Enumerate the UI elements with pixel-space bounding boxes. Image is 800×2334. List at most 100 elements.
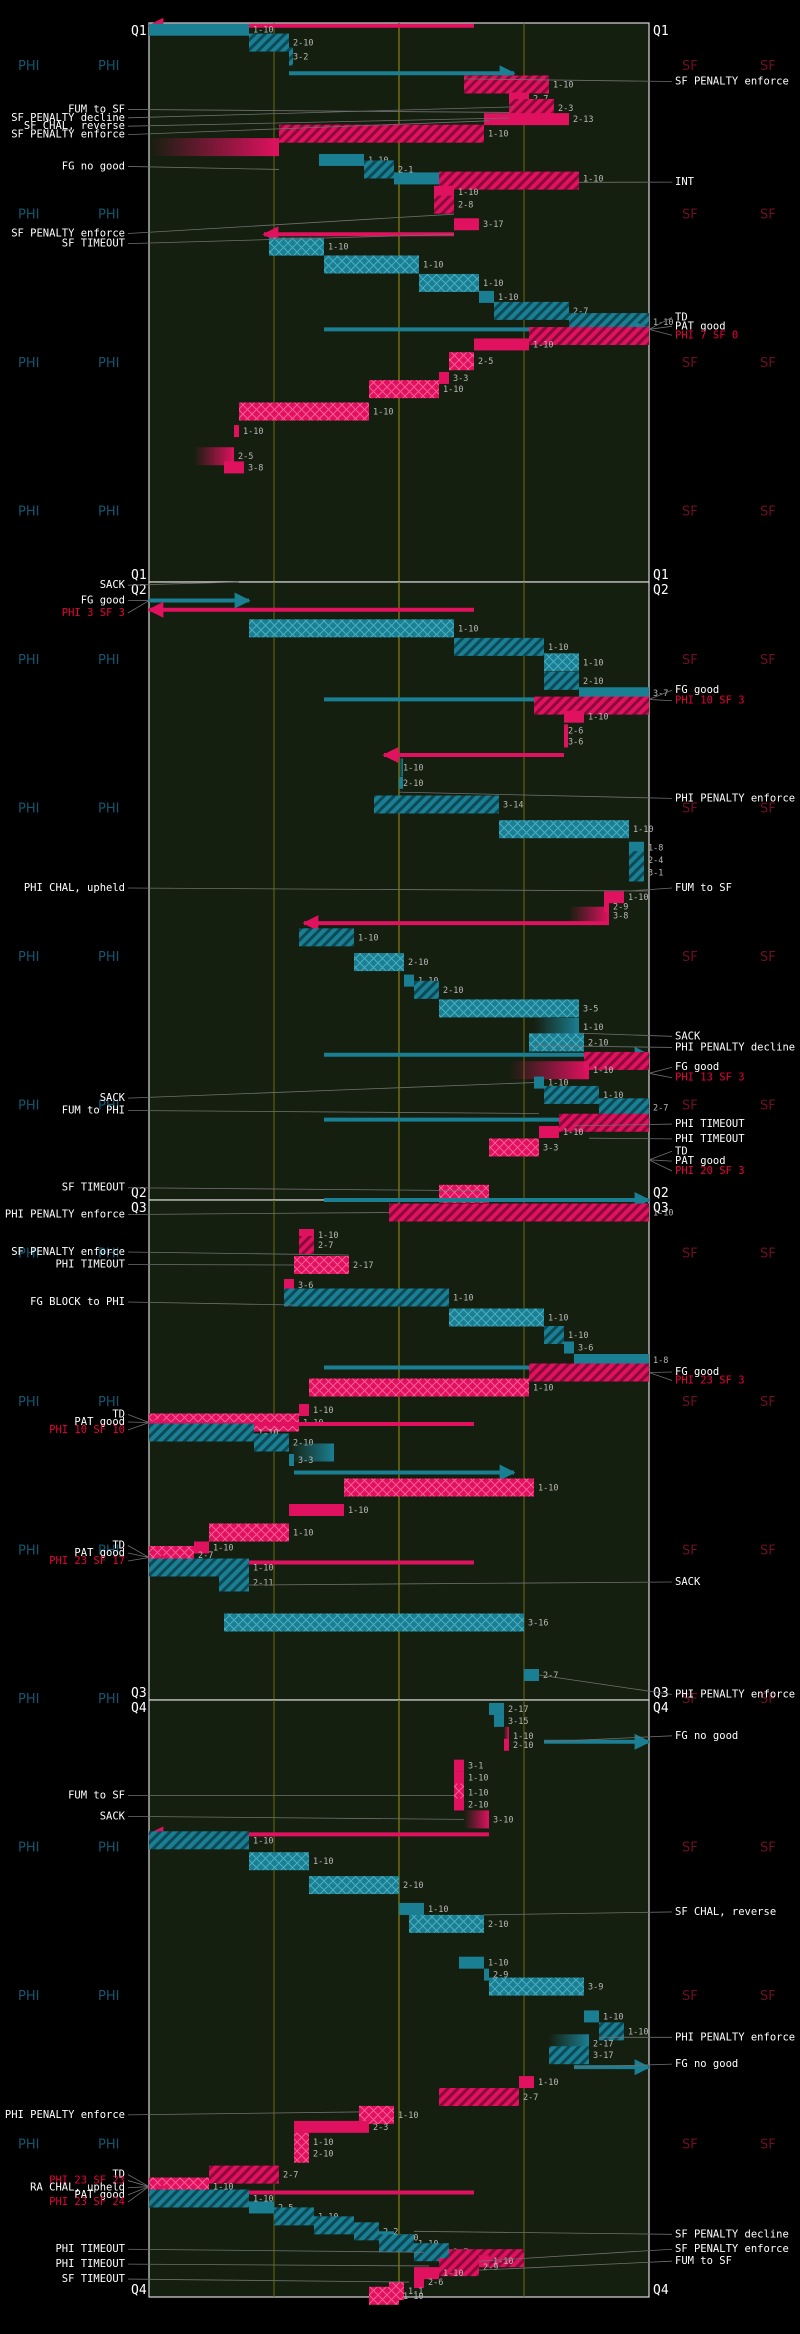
watermark-sf: SF bbox=[760, 59, 776, 74]
quarter-label-start: Q3 bbox=[653, 1201, 669, 1216]
down-distance-label: 3-3 bbox=[543, 1143, 558, 1153]
watermark-phi: PHI bbox=[18, 950, 39, 965]
play-bar bbox=[534, 1017, 579, 1036]
down-distance-label: 1-10 bbox=[403, 763, 423, 773]
play-bar bbox=[399, 758, 403, 777]
annotation-label: SF PENALTY enforce bbox=[11, 129, 125, 141]
annotation-label: PHI 7 SF 0 bbox=[675, 329, 738, 341]
play-bar bbox=[454, 637, 544, 656]
watermark-sf: SF bbox=[760, 1247, 776, 1262]
play-bar bbox=[149, 1423, 254, 1442]
down-distance-label: 1-10 bbox=[428, 1905, 448, 1915]
annotation-label: PHI TIMEOUT bbox=[55, 2243, 125, 2255]
play-bar bbox=[249, 619, 454, 638]
play-bar bbox=[289, 47, 293, 66]
play-bar bbox=[409, 1914, 484, 1933]
play-bar bbox=[564, 710, 584, 723]
play-bar bbox=[584, 2010, 599, 2023]
down-distance-label: 1-10 bbox=[458, 188, 478, 198]
play-bar bbox=[534, 1076, 544, 1089]
annotation-label: TD bbox=[675, 1145, 688, 1157]
play-bar bbox=[544, 1085, 599, 1104]
annotation-label: SF PENALTY enforce bbox=[675, 2243, 789, 2255]
play-bar bbox=[209, 2165, 279, 2184]
play-bar bbox=[559, 1113, 649, 1132]
annotation-label: FG BLOCK to PHI bbox=[30, 1296, 125, 1308]
down-distance-label: 2-10 bbox=[588, 1038, 608, 1048]
watermark-sf: SF bbox=[760, 504, 776, 519]
annotation-leader-line bbox=[127, 1552, 150, 1558]
play-bar bbox=[544, 1326, 564, 1344]
down-distance-label: 1-10 bbox=[253, 2194, 273, 2204]
play-bar bbox=[354, 953, 404, 972]
play-bar bbox=[454, 1798, 464, 1811]
down-distance-label: 1-10 bbox=[568, 1331, 588, 1341]
play-bar bbox=[194, 1541, 209, 1554]
play-bar bbox=[454, 1783, 464, 1802]
play-bar bbox=[549, 2046, 589, 2065]
down-distance-label: 1-1 bbox=[408, 2287, 423, 2297]
down-distance-label: 2-7 bbox=[653, 1103, 668, 1113]
annotation-leader-line bbox=[543, 1735, 673, 1743]
play-bar bbox=[564, 735, 568, 748]
annotation-leader-line bbox=[578, 1032, 673, 1037]
down-distance-label: 1-8 bbox=[653, 1356, 668, 1366]
play-bar bbox=[604, 900, 609, 913]
play-bar bbox=[249, 1852, 309, 1871]
annotation-label: SF CHAL, reverse bbox=[24, 120, 125, 132]
down-distance-label: 1-10 bbox=[548, 1079, 568, 1089]
annotation-label: SF TIMEOUT bbox=[62, 1182, 126, 1194]
play-bar bbox=[599, 1098, 649, 1117]
annotation-leader-line bbox=[648, 1159, 673, 1162]
watermark-phi: PHI bbox=[98, 207, 119, 222]
watermark-phi: PHI bbox=[98, 1544, 119, 1559]
down-distance-label: 2-9 bbox=[493, 1971, 508, 1981]
play-bar bbox=[504, 1726, 509, 1745]
down-distance-label: 1-10 bbox=[313, 2138, 333, 2148]
play-bar bbox=[324, 255, 419, 274]
watermark-phi: PHI bbox=[18, 207, 39, 222]
down-distance-label: 1-10 bbox=[253, 1836, 273, 1846]
down-distance-label: 2-10 bbox=[443, 986, 463, 996]
annotation-label: PHI TIMEOUT bbox=[675, 1133, 745, 1145]
play-bar bbox=[149, 23, 249, 36]
watermark-phi: PHI bbox=[98, 1841, 119, 1856]
watermark-phi: PHI bbox=[18, 59, 39, 74]
annotation-label: PHI PENALTY enforce bbox=[5, 1209, 125, 1221]
watermark-phi: PHI bbox=[18, 1989, 39, 2004]
annotation-leader-line bbox=[127, 1251, 350, 1256]
watermark-phi: PHI bbox=[18, 801, 39, 816]
annotation-label: PHI 23 SF 17 bbox=[49, 1555, 125, 1567]
annotation-leader-line bbox=[648, 1066, 673, 1074]
play-bar bbox=[539, 1126, 559, 1139]
play-bar bbox=[489, 1138, 539, 1157]
watermark-phi: PHI bbox=[18, 504, 39, 519]
down-distance-label: 1-10 bbox=[398, 2111, 418, 2121]
annotation-label: TD bbox=[112, 1540, 125, 1552]
down-distance-label: 1-10 bbox=[458, 624, 478, 634]
annotation-label: SF PENALTY enforce bbox=[11, 1246, 125, 1258]
play-bar bbox=[379, 2234, 414, 2253]
down-distance-label: 2-10 bbox=[408, 958, 428, 968]
down-distance-label: 1-10 bbox=[243, 427, 263, 437]
down-distance-label: 1-10 bbox=[213, 2183, 233, 2193]
annotation-leader-line bbox=[127, 106, 515, 119]
down-distance-label: 3-7 bbox=[653, 689, 668, 699]
play-bar bbox=[344, 1478, 534, 1497]
watermark-phi: PHI bbox=[18, 1247, 39, 1262]
watermark-sf: SF bbox=[760, 950, 776, 965]
down-distance-label: 3-17 bbox=[593, 2051, 613, 2061]
annotation-label: PHI TIMEOUT bbox=[55, 1259, 125, 1271]
down-distance-label: 1-8 bbox=[648, 844, 663, 854]
watermark-sf: SF bbox=[682, 1247, 698, 1262]
down-distance-label: 3-8 bbox=[613, 912, 628, 922]
play-bar bbox=[274, 2207, 314, 2226]
watermark-sf: SF bbox=[682, 801, 698, 816]
annotation-leader-line bbox=[648, 1072, 673, 1079]
down-distance-label: 1-10 bbox=[553, 80, 573, 90]
annotation-label: PHI PENALTY enforce bbox=[675, 2031, 795, 2043]
watermark-layer: PHI PHI SF SF PHI PHI SF SF PHI PHI SF SF PHI PHI SF SF… bbox=[18, 59, 776, 2153]
play-bar bbox=[369, 380, 439, 399]
watermark-phi: PHI bbox=[18, 356, 39, 371]
annotation-label: FUM to SF bbox=[68, 1790, 125, 1802]
